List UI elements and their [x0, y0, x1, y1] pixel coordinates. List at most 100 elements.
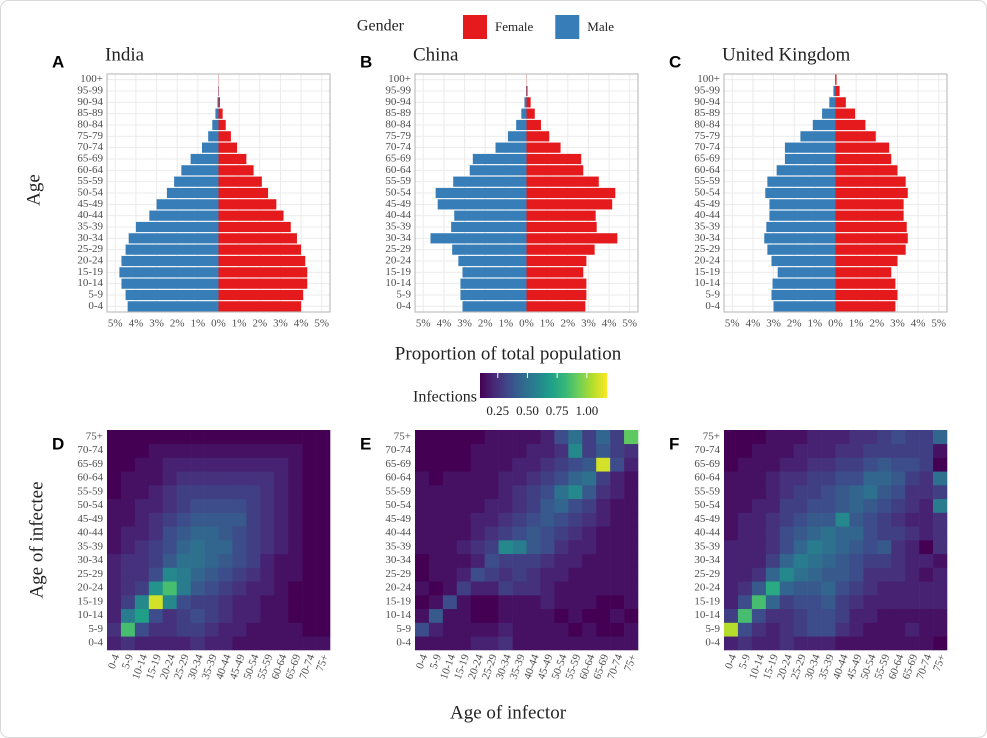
heatmap-cell	[302, 636, 317, 651]
y-tick-label: 10-14	[694, 609, 720, 621]
heatmap-cell	[540, 526, 555, 541]
bar	[451, 221, 527, 233]
heatmap-cell	[442, 581, 458, 596]
y-tick-label: 50-54	[385, 499, 411, 511]
heatmap-cell	[260, 471, 275, 486]
heatmap-cell	[919, 526, 934, 541]
heatmap-cell	[218, 498, 233, 513]
bar	[201, 142, 219, 153]
heatmap-cell	[316, 485, 331, 500]
heatmap-cell	[428, 526, 444, 541]
plot-border	[723, 73, 948, 313]
heatmap-cell	[793, 512, 808, 527]
heatmap-cell	[863, 457, 878, 472]
heatmap-cell	[610, 443, 625, 458]
heatmap-cell	[835, 567, 850, 582]
heatmap-cell	[470, 457, 485, 472]
heatmap-cell	[176, 526, 191, 541]
heatmap-cell	[512, 567, 527, 582]
heatmap-cell	[724, 567, 739, 582]
bar	[453, 176, 527, 187]
heatmap-cell	[484, 622, 499, 637]
heatmap-cell	[849, 622, 864, 637]
heatmap-cell	[218, 553, 233, 568]
bar	[430, 233, 527, 244]
heatmap-cell	[582, 485, 597, 500]
y-tick-label: 10-14	[694, 277, 720, 289]
heatmap-cell	[415, 595, 430, 610]
heatmap-cell	[624, 443, 639, 458]
heatmap-cell	[737, 457, 753, 472]
heatmap-cell	[933, 526, 948, 541]
y-tick-label: 45-49	[77, 198, 103, 210]
y-tick-label: 15-19	[77, 595, 103, 607]
heatmap-cell	[498, 553, 513, 568]
heatmap-cell	[765, 526, 781, 541]
heatmap-cell	[751, 622, 767, 637]
panel-letter: A	[52, 52, 64, 71]
x-tick-label: 3%	[890, 318, 905, 330]
heatmap-cell	[190, 443, 205, 458]
y-axis-label: Age of infectee	[26, 481, 47, 598]
x-tick-label: 2%	[869, 318, 884, 330]
heatmap-cell	[891, 526, 906, 541]
heatmap-cell	[624, 636, 639, 651]
heatmap-cell	[148, 526, 164, 541]
heatmap-cell	[470, 581, 485, 596]
colorbar-title: Infections	[413, 389, 477, 406]
heatmap-cell	[148, 471, 164, 486]
heatmap-cell	[512, 581, 527, 596]
heatmap-cell	[218, 581, 233, 596]
heatmap-cell	[415, 430, 430, 445]
heatmap-cell	[316, 430, 331, 445]
heatmap-cell	[274, 485, 289, 500]
heatmap-cell	[120, 457, 136, 472]
heatmap-cell	[232, 636, 247, 651]
heatmap-cell	[316, 443, 331, 458]
heatmap-cell	[134, 443, 150, 458]
heatmap-cell	[246, 485, 261, 500]
heatmap-cell	[793, 581, 808, 596]
heatmap-cell	[540, 581, 555, 596]
heatmap-cell	[779, 443, 794, 458]
heatmap-cell	[624, 553, 639, 568]
heatmap-cell	[807, 430, 822, 445]
heatmap-cell	[204, 526, 219, 541]
heatmap-cell	[933, 457, 948, 472]
y-tick-label: 0-4	[396, 300, 411, 312]
heatmap-cell	[120, 526, 136, 541]
heatmap-cell	[724, 553, 739, 568]
y-tick-label: 20-24	[385, 255, 411, 267]
heatmap-cell	[835, 526, 850, 541]
heatmap-cell	[724, 457, 739, 472]
heatmap-cell	[877, 581, 892, 596]
heatmap-cell	[919, 595, 934, 610]
heatmap-cell	[596, 512, 611, 527]
heatmap-cell	[470, 540, 485, 555]
heatmap-cell	[260, 430, 275, 445]
x-tick-label: 4%	[129, 318, 144, 330]
heatmap-cell	[484, 595, 499, 610]
heatmap-cell	[316, 526, 331, 541]
heatmap-cell	[554, 526, 569, 541]
heatmap-cell	[610, 526, 625, 541]
x-tick-label: 0-4	[414, 652, 430, 670]
bar	[166, 187, 219, 199]
heatmap-cell	[498, 471, 513, 486]
heatmap-cell	[582, 526, 597, 541]
heatmap-cell	[120, 636, 136, 651]
y-tick-label: 25-29	[385, 243, 411, 255]
heatmap-cell	[415, 581, 430, 596]
heatmap-cell	[610, 595, 625, 610]
heatmap-cell	[933, 443, 948, 458]
heatmap-cell	[218, 471, 233, 486]
y-tick-label: 75+	[86, 430, 103, 442]
heatmap-cell	[596, 430, 611, 445]
heatmap-cell	[919, 608, 934, 623]
heatmap-cell	[933, 512, 948, 527]
heatmap-cell	[737, 526, 753, 541]
bar	[769, 210, 836, 221]
heatmap-cell	[905, 471, 920, 486]
bar	[835, 187, 908, 199]
heatmap-cell	[540, 595, 555, 610]
